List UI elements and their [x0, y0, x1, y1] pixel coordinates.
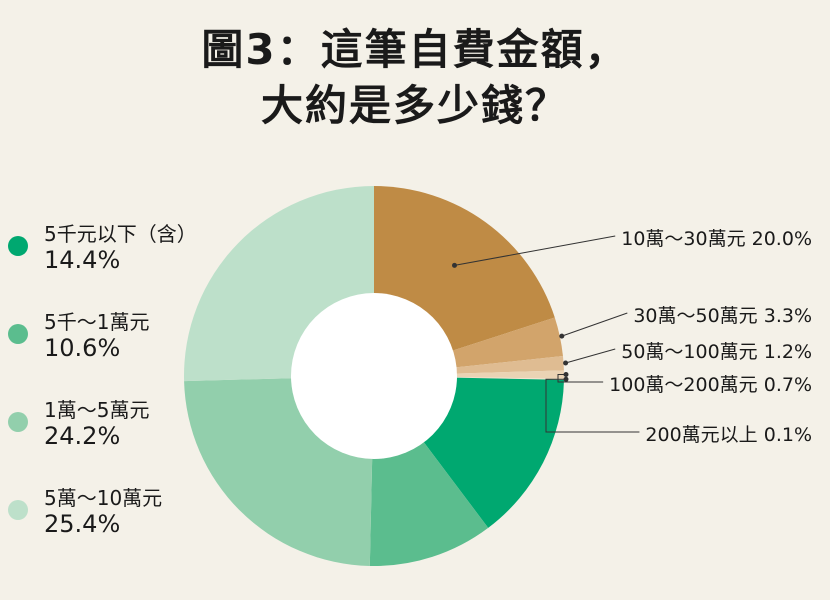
slice-label-4: 200萬元以上 0.1%	[645, 420, 812, 447]
legend-label: 5千～1萬元	[44, 310, 150, 334]
chart-title-line1: 圖3：這筆自費金額，	[201, 25, 629, 74]
legend-label: 1萬～5萬元	[44, 398, 150, 422]
slice-label-value: 0.7%	[757, 374, 812, 396]
leader-line-2	[565, 348, 616, 364]
legend-swatch	[8, 236, 28, 256]
leader-line-1	[561, 312, 628, 337]
legend-label: 5千元以下（含）	[44, 222, 197, 246]
slice-label-0: 10萬～30萬元 20.0%	[621, 224, 812, 251]
donut-hole	[291, 293, 457, 459]
slice-label-name: 100萬～200萬元	[609, 374, 758, 396]
legend-value: 24.2%	[44, 422, 121, 450]
slice-label-1: 30萬～50萬元 3.3%	[633, 301, 812, 328]
legend-swatch	[8, 500, 28, 520]
legend-swatch	[8, 324, 28, 344]
slice-label-value: 0.1%	[757, 424, 812, 446]
slice-label-value: 1.2%	[757, 341, 812, 363]
slice-label-3: 100萬～200萬元 0.7%	[609, 370, 812, 397]
legend-value: 10.6%	[44, 334, 121, 362]
slice-label-name: 10萬～30萬元	[621, 228, 746, 250]
chart-title: 圖3：這筆自費金額， 大約是多少錢？	[0, 22, 830, 134]
legend-swatch	[8, 412, 28, 432]
slice-label-value: 3.3%	[757, 305, 812, 327]
slice-label-name: 50萬～100萬元	[621, 341, 758, 363]
legend-value: 14.4%	[44, 246, 121, 274]
slice-label-value: 20.0%	[745, 228, 812, 250]
legend-label: 5萬～10萬元	[44, 486, 163, 510]
slice-label-name: 200萬元以上	[645, 424, 758, 446]
slice-label-2: 50萬～100萬元 1.2%	[621, 337, 812, 364]
legend-value: 25.4%	[44, 510, 121, 538]
chart-title-line2: 大約是多少錢？	[260, 81, 569, 130]
slice-label-name: 30萬～50萬元	[633, 305, 758, 327]
leader-line-4	[545, 378, 640, 433]
leader-line-3	[557, 374, 604, 383]
leader-line-0	[454, 235, 616, 266]
